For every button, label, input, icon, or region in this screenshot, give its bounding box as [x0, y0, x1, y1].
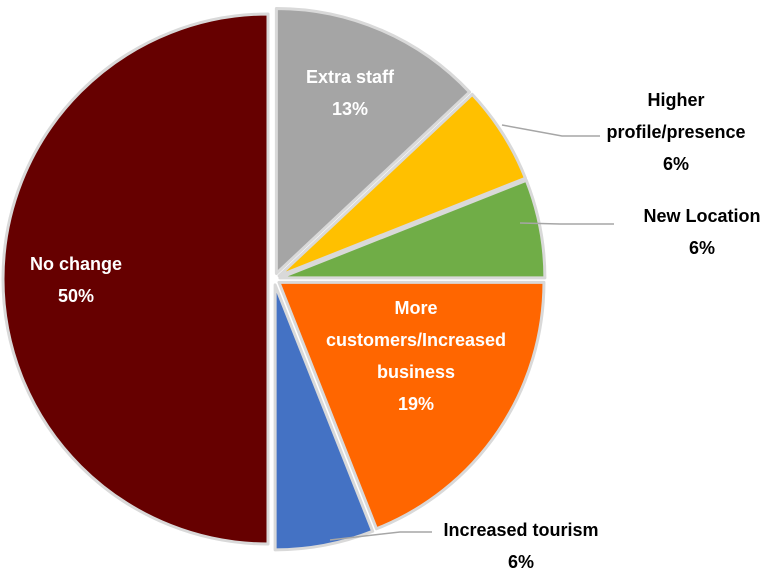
leader-line-new-location — [519, 222, 614, 225]
data-labels: Extra staff 13% Higher profile/presence 6%Ne… — [30, 67, 761, 570]
data-label-name: Higher — [647, 90, 704, 110]
leader-line-higher-profile-presence — [501, 124, 600, 137]
pie-slice-more-customers-increased-business — [277, 280, 546, 531]
pie-slice-new-location — [278, 178, 547, 280]
data-label-increased-tourism: Increased tourism 6% — [443, 520, 598, 570]
data-label-value: 50% — [58, 286, 94, 306]
data-label-value: 13% — [332, 99, 368, 119]
data-label-name: customers/Increased — [326, 330, 506, 350]
data-label-value: 6% — [663, 154, 689, 174]
leader-line-increased-tourism — [329, 531, 432, 541]
pie-slice-increased-tourism — [273, 283, 375, 552]
pie-slice-higher-profile-presence — [277, 92, 527, 278]
pie-slice-extra-staff — [274, 6, 472, 275]
leader-lines — [329, 124, 614, 541]
data-label-higher-profile-presence: Higher profile/presence 6% — [606, 90, 745, 174]
data-label-extra-staff: Extra staff 13% — [306, 67, 395, 119]
pie-slice-no-change — [1, 12, 270, 546]
data-label-name: profile/presence — [606, 122, 745, 142]
data-label-value: 19% — [398, 394, 434, 414]
data-label-name: Extra staff — [306, 67, 395, 87]
data-label-no-change: No change 50% — [30, 254, 122, 306]
data-label-name: No change — [30, 254, 122, 274]
data-label-value: 6% — [689, 238, 715, 258]
pie-slices — [1, 6, 547, 552]
data-label-name: New Location — [643, 206, 760, 226]
data-label-name: More — [394, 298, 437, 318]
data-label-name: Increased tourism — [443, 520, 598, 540]
data-label-new-location: New Location 6% — [643, 206, 760, 258]
data-label-more-customers-increased-business: More customers/Increased business 19% — [326, 298, 506, 414]
data-label-value: 6% — [508, 552, 534, 570]
data-label-name: business — [377, 362, 455, 382]
